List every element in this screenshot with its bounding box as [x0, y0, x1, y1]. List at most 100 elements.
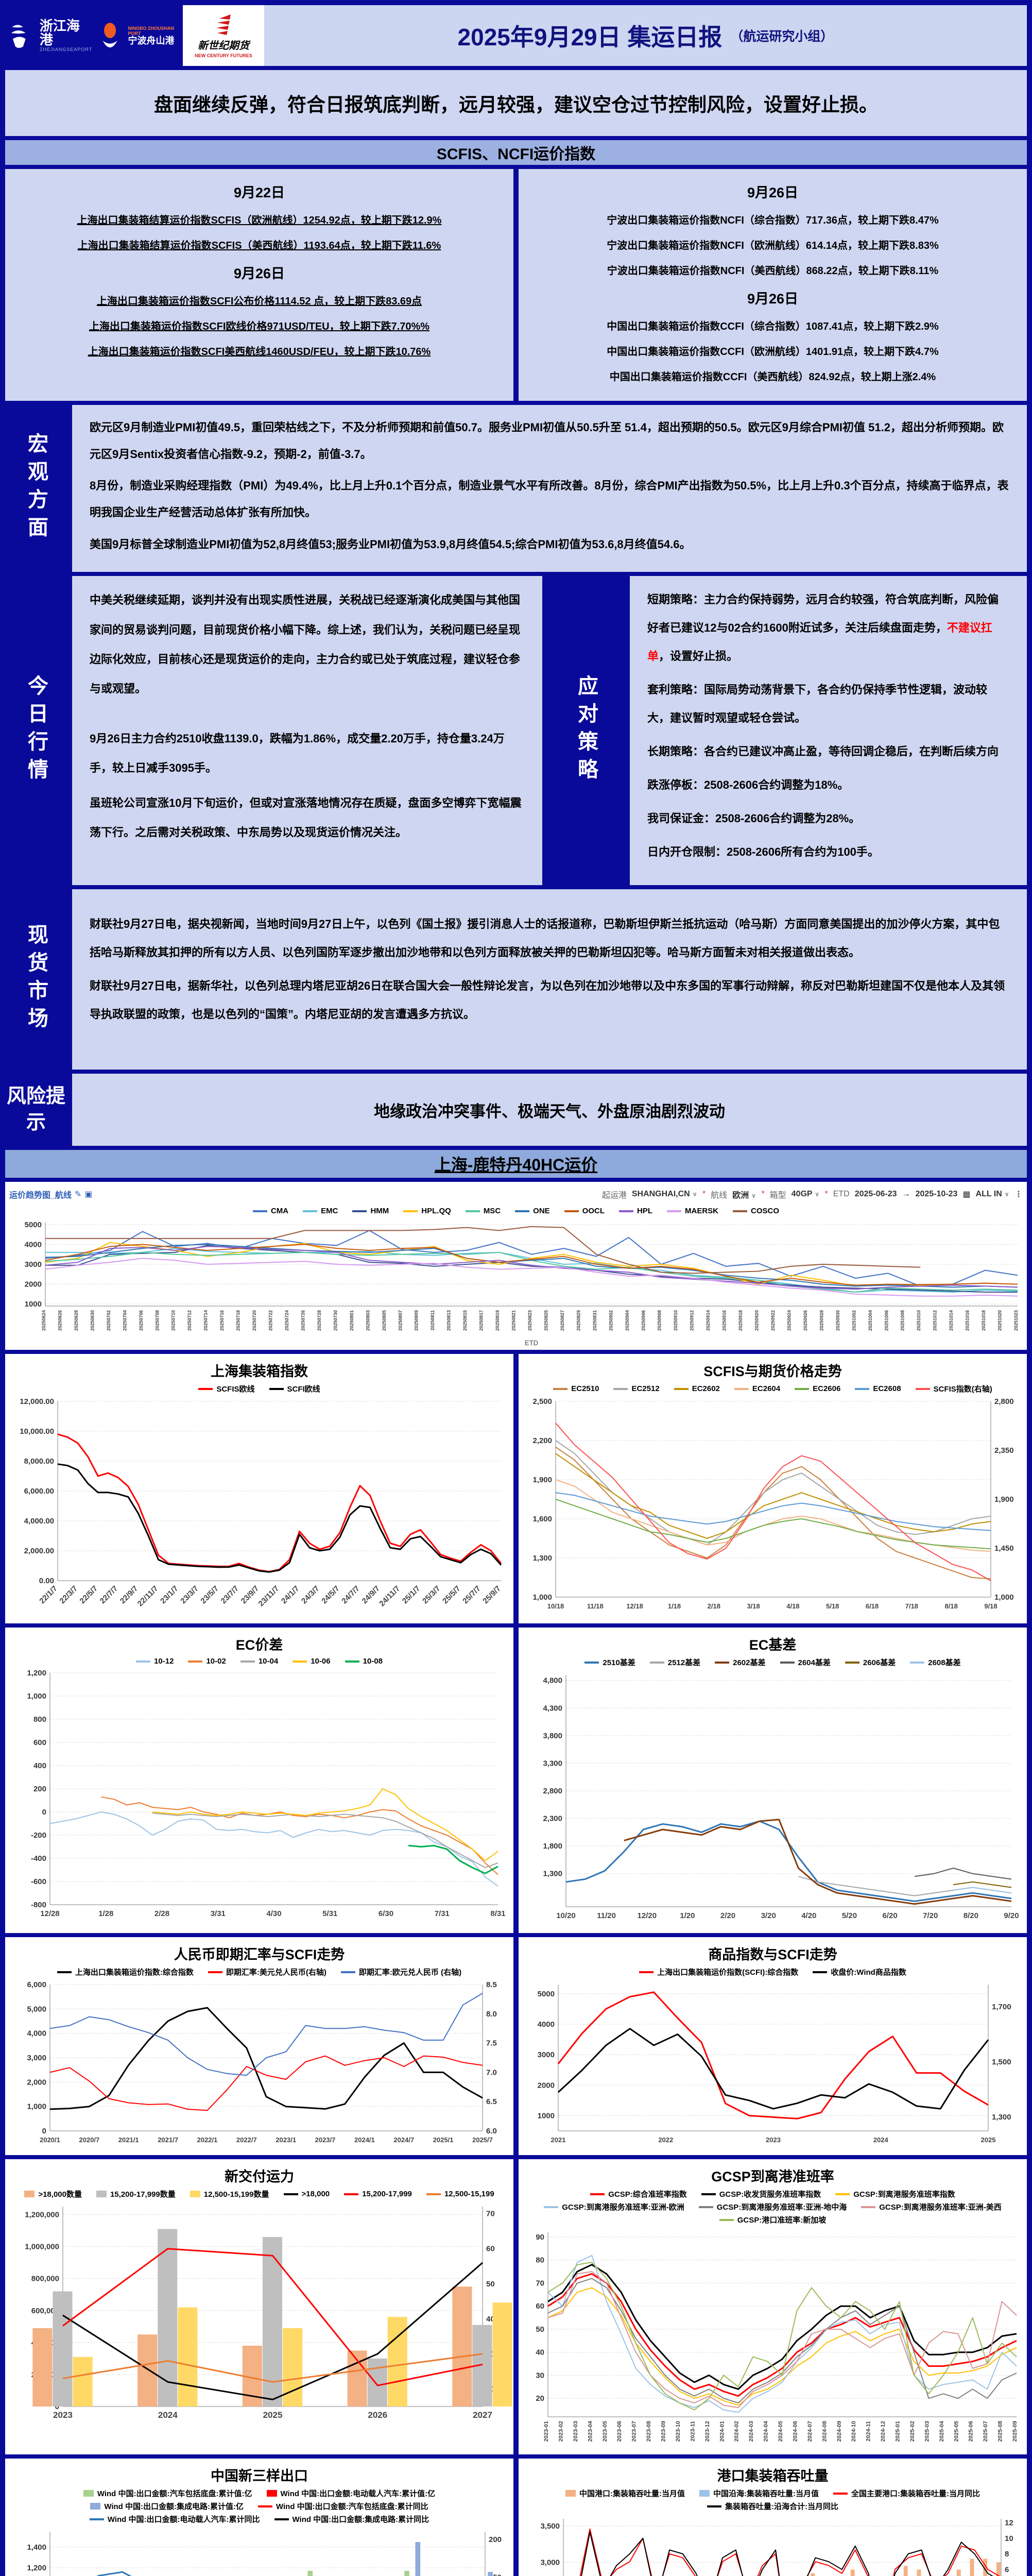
svg-text:10/18: 10/18 [547, 1602, 564, 1610]
freight-chart-toolbar: 运价趋势图_航线 ✎ ▣ 起运港 SHANGHAI,CN ∨ * 航线 欧洲 ∨ … [9, 1184, 1023, 1205]
chart-legend: 中国港口:集装箱吞吐量:当月值 中国沿海:集装箱吞吐量:当月值 全国主要港口:集装箱… [520, 2486, 1026, 2514]
edit-icon[interactable]: ✎ [74, 1190, 82, 1199]
svg-text:23/11/7: 23/11/7 [257, 1584, 281, 1608]
svg-text:10: 10 [1005, 2534, 1013, 2543]
svg-text:4000: 4000 [538, 2020, 555, 2029]
pol-select[interactable]: SHANGHAI,CN ∨ [631, 1190, 697, 1199]
svg-text:40: 40 [486, 2315, 495, 2324]
svg-text:12/20: 12/20 [638, 1911, 657, 1920]
svg-text:2023-10: 2023-10 [675, 2421, 681, 2442]
svg-text:9/20: 9/20 [1004, 1911, 1019, 1920]
svg-text:20251018: 20251018 [981, 1310, 986, 1331]
allin-select[interactable]: ALL IN ∨ [975, 1190, 1009, 1199]
chart-title: 上海集装箱指数 [211, 1364, 308, 1380]
kebab-menu-icon[interactable]: ⋮ [1014, 1190, 1023, 1199]
today-paragraph: 虽班轮公司宣涨10月下旬运价，但或对宣涨落地情况存在质疑，盘面多空博弈下宽幅震荡… [90, 796, 522, 839]
svg-text:24/3/7: 24/3/7 [300, 1584, 321, 1606]
chart-svg: 0 1,000 2,000 3,000 4,000 5,000 6,000 6.0 6.5 7.0… [27, 1980, 497, 2144]
svg-text:20250710: 20250710 [171, 1310, 176, 1331]
svg-text:ETD: ETD [525, 1339, 538, 1347]
etd-label: ETD [833, 1190, 850, 1199]
today-strategy-row: 今日行情 中美关税继续延期，谈判并没有出现实质性进展，关税战已经逐渐演化成美国与… [5, 576, 1027, 886]
boxtype-select[interactable]: 40GP ∨ [791, 1190, 820, 1199]
svg-text:20250823: 20250823 [527, 1310, 532, 1331]
svg-text:2020/1: 2020/1 [40, 2136, 60, 2144]
report-title-text: 2025年9月29日 集运日报 [457, 24, 723, 50]
svg-text:2,800: 2,800 [543, 1787, 562, 1795]
svg-text:22/7/7: 22/7/7 [98, 1584, 120, 1606]
svg-text:2024-07: 2024-07 [807, 2421, 813, 2442]
macro-paragraph: 8月份，制造业采购经理指数（PMI）为49.4%，比上月上升0.1个百分点，制造… [90, 479, 1009, 519]
chart-gcsp-schedule-reliability: GCSP到离港准班率 GCSP:综合准班率指数 GCSP:收发货服务准班率指数 GCS… [519, 2159, 1027, 2455]
svg-text:20250910: 20250910 [673, 1310, 678, 1331]
svg-text:5,000: 5,000 [27, 2005, 46, 2014]
macro-paragraph: 美国9月标普全球制造业PMI初值为52,8月终值53;服务业PMI初值为53.9… [90, 537, 691, 551]
svg-text:20250624: 20250624 [41, 1310, 46, 1331]
index-line: 宁波出口集装箱运价指数NCFI（欧洲航线）614.14点，较上期下跌8.83% [607, 240, 939, 251]
svg-text:2025-09: 2025-09 [1012, 2421, 1018, 2442]
svg-text:600,000: 600,000 [31, 2307, 59, 2315]
zhejiang-seaport-text: 浙江海港 ZHEJIANGSEAPORT [39, 18, 93, 53]
panel-row-2: EC价差 10-12 10-02 10-04 10-06 10-08 -800 -600 -40… [5, 1628, 1027, 1934]
svg-text:12/18: 12/18 [626, 1602, 643, 1610]
panel-row-5: 中国新三样出口 Wind 中国:出口金额:汽车包括底盘:累计值:亿 Wind 中国:… [5, 2459, 1027, 2576]
svg-text:2022: 2022 [658, 2136, 673, 2144]
svg-text:22/1/7: 22/1/7 [38, 1584, 59, 1606]
calendar-icon[interactable]: ▦ [962, 1190, 971, 1199]
svg-text:23/7/7: 23/7/7 [219, 1584, 241, 1606]
svg-text:4/18: 4/18 [786, 1602, 799, 1610]
chart-port-container-throughput: 港口集装箱吞吐量 中国港口:集装箱吞吐量:当月值 中国沿海:集装箱吞吐量:当月值 全国… [519, 2459, 1027, 2576]
strategy-margin: 我司保证金：2508-2606合约调整为28%。 [647, 812, 861, 825]
svg-text:2025: 2025 [263, 2410, 283, 2420]
spot-row: 现货市场 财联社9月27日电，据央视新闻，当地时间9月27日上午，以色列《国土报… [5, 889, 1027, 1070]
svg-text:2025/1: 2025/1 [433, 2136, 454, 2144]
svg-text:2023-09: 2023-09 [661, 2421, 667, 2442]
chart-china-new-three-exports: 中国新三样出口 Wind 中国:出口金额:汽车包括底盘:累计值:亿 Wind 中国:… [5, 2459, 513, 2576]
svg-text:2023/1: 2023/1 [276, 2136, 296, 2144]
strategy-warning-text: 不建议扛单 [647, 621, 992, 663]
svg-text:1,450: 1,450 [994, 1544, 1014, 1553]
svg-text:2,000: 2,000 [27, 2078, 46, 2087]
svg-text:2026: 2026 [368, 2410, 387, 2420]
svg-text:3,300: 3,300 [543, 1759, 562, 1768]
macro-content: 欧元区9月制造业PMI初值49.5，重回荣枯线之下，不及分析师预期和前值50.7… [72, 405, 1027, 572]
svg-text:25/3/7: 25/3/7 [421, 1584, 442, 1606]
svg-text:50: 50 [486, 2280, 495, 2289]
svg-text:11/20: 11/20 [597, 1911, 616, 1920]
svg-text:2023-04: 2023-04 [587, 2421, 593, 2442]
etd-to-input[interactable]: 2025-10-23 [915, 1190, 958, 1199]
svg-text:8.0: 8.0 [486, 2010, 497, 2019]
svg-text:20251002: 20251002 [851, 1310, 856, 1331]
svg-text:2024/1: 2024/1 [354, 2136, 375, 2144]
svg-text:20250803: 20250803 [365, 1310, 370, 1331]
svg-text:4,000: 4,000 [27, 2029, 46, 2038]
etd-from-input[interactable]: 2025-06-23 [854, 1190, 897, 1199]
route-select[interactable]: 欧洲 ∨ [732, 1191, 756, 1200]
save-icon[interactable]: ▣ [84, 1190, 93, 1199]
svg-text:20250930: 20250930 [835, 1310, 840, 1331]
spot-paragraph: 财联社9月27日电，据新华社，以色列总理内塔尼亚胡26日在联合国大会一般性辩论发… [90, 979, 1005, 1021]
svg-text:20: 20 [536, 2395, 544, 2403]
svg-text:0: 0 [42, 1808, 46, 1817]
svg-text:60: 60 [536, 2302, 544, 2311]
svg-text:20250720: 20250720 [252, 1310, 257, 1331]
svg-text:5/20: 5/20 [842, 1911, 857, 1920]
index-line: 中国出口集装箱运价指数CCFI（美西航线）824.92点，较上期上涨2.4% [609, 371, 936, 383]
svg-text:6/20: 6/20 [882, 1911, 897, 1920]
risk-row: 风险提示 地缘政治冲突事件、极端天气、外盘原油剧烈波动 [5, 1074, 1027, 1146]
svg-text:2024-10: 2024-10 [851, 2421, 857, 2442]
svg-text:150: 150 [489, 2573, 502, 2576]
svg-text:2025-02: 2025-02 [909, 2421, 916, 2442]
svg-text:20251010: 20251010 [916, 1310, 921, 1331]
svg-text:2024-11: 2024-11 [866, 2421, 872, 2442]
index-line: 上海出口集装箱运价指数SCFI美西航线1460USD/FEU，较上期下跌10.7… [88, 346, 431, 358]
svg-text:2025/7: 2025/7 [472, 2136, 493, 2144]
zhejiang-seaport-logo: 浙江海港 ZHEJIANGSEAPORT NINGBO ZHOUSHAN POR… [5, 5, 183, 66]
svg-text:1,900: 1,900 [994, 1495, 1014, 1504]
svg-text:40: 40 [536, 2348, 544, 2357]
svg-text:2024-02: 2024-02 [734, 2421, 740, 2442]
svg-text:6.0: 6.0 [486, 2127, 497, 2136]
svg-text:2025-01: 2025-01 [895, 2421, 901, 2442]
svg-text:4/30: 4/30 [266, 1909, 281, 1918]
chart-ec-basis: EC基差 2510基差 2512基差 2602基差 2604基差 2606基差 2608基差… [519, 1628, 1027, 1934]
